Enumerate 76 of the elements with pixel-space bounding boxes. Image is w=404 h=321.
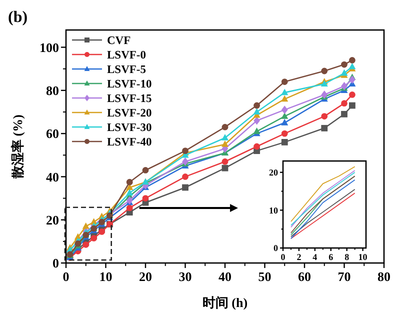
point bbox=[349, 102, 356, 109]
x-tick-label: 2 bbox=[296, 252, 302, 262]
x-tick-label: 70 bbox=[338, 269, 351, 284]
x-tick-label: 6 bbox=[328, 252, 334, 262]
point bbox=[142, 195, 149, 202]
point bbox=[321, 68, 328, 74]
point bbox=[221, 140, 229, 147]
point bbox=[281, 112, 288, 119]
legend-label: LSVF-5 bbox=[107, 64, 146, 76]
legend-label: LSVF-15 bbox=[107, 93, 152, 105]
x-tick-label: 50 bbox=[258, 269, 272, 284]
y-tick-label: 80 bbox=[46, 82, 59, 98]
point bbox=[341, 61, 348, 68]
point bbox=[182, 157, 188, 166]
point bbox=[321, 113, 328, 120]
point bbox=[341, 110, 348, 118]
y-tick-label: 40 bbox=[46, 169, 59, 184]
x-tick-label: 4 bbox=[312, 252, 318, 262]
y-tick-label: 20 bbox=[46, 212, 59, 228]
y-axis-title: 散湿率 (%) bbox=[10, 114, 25, 180]
x-tick-label: 0 bbox=[280, 252, 286, 262]
x-axis-title: 时间 (h) bbox=[202, 295, 248, 310]
point bbox=[281, 118, 288, 126]
point bbox=[281, 106, 288, 114]
x-tick-label: 8 bbox=[344, 252, 350, 262]
point bbox=[222, 124, 228, 130]
point bbox=[321, 90, 328, 99]
x-tick-label: 80 bbox=[378, 269, 390, 284]
x-tick-label: 30 bbox=[178, 269, 192, 284]
legend-label: LSVF-20 bbox=[107, 108, 152, 120]
point bbox=[253, 128, 260, 134]
point bbox=[281, 95, 288, 102]
point bbox=[281, 138, 288, 146]
point bbox=[349, 75, 356, 84]
point bbox=[341, 100, 348, 107]
y-tick-label: 20 bbox=[269, 168, 278, 178]
point bbox=[182, 184, 188, 191]
point bbox=[126, 189, 134, 196]
point bbox=[253, 108, 260, 115]
point bbox=[126, 196, 133, 205]
point bbox=[222, 158, 228, 165]
y-tick-label: 10 bbox=[269, 205, 278, 216]
x-tick-label: 60 bbox=[298, 269, 311, 284]
x-tick-label: 0 bbox=[62, 269, 70, 284]
x-tick-label: 10 bbox=[99, 269, 112, 284]
chart-title: (b) bbox=[8, 9, 28, 26]
x-tick-label: 40 bbox=[218, 269, 232, 284]
point bbox=[341, 82, 348, 90]
legend-label: LSVF-40 bbox=[107, 136, 152, 148]
point bbox=[348, 62, 356, 70]
point bbox=[349, 92, 356, 98]
legend-label: CVF bbox=[107, 35, 131, 47]
legend-label: LSVF-10 bbox=[107, 78, 152, 90]
point bbox=[126, 178, 133, 186]
point bbox=[321, 124, 328, 132]
legend-label: LSVF-0 bbox=[107, 50, 146, 62]
point bbox=[281, 130, 288, 137]
legend-label: LSVF-30 bbox=[107, 122, 152, 134]
point bbox=[182, 174, 188, 180]
y-tick-label: 100 bbox=[40, 40, 59, 55]
point bbox=[254, 143, 260, 150]
point bbox=[98, 228, 105, 235]
x-tick-label: 20 bbox=[139, 269, 152, 284]
point bbox=[142, 167, 149, 174]
point bbox=[281, 78, 288, 85]
point bbox=[349, 57, 356, 64]
point bbox=[126, 204, 133, 212]
x-tick-label: 10 bbox=[358, 252, 368, 262]
point bbox=[221, 134, 229, 140]
y-tick-label: 0 bbox=[274, 243, 278, 254]
y-tick-label: 60 bbox=[46, 126, 59, 142]
point bbox=[281, 88, 288, 96]
point bbox=[82, 222, 90, 229]
point bbox=[222, 164, 228, 172]
point bbox=[320, 80, 328, 86]
point bbox=[254, 102, 260, 109]
